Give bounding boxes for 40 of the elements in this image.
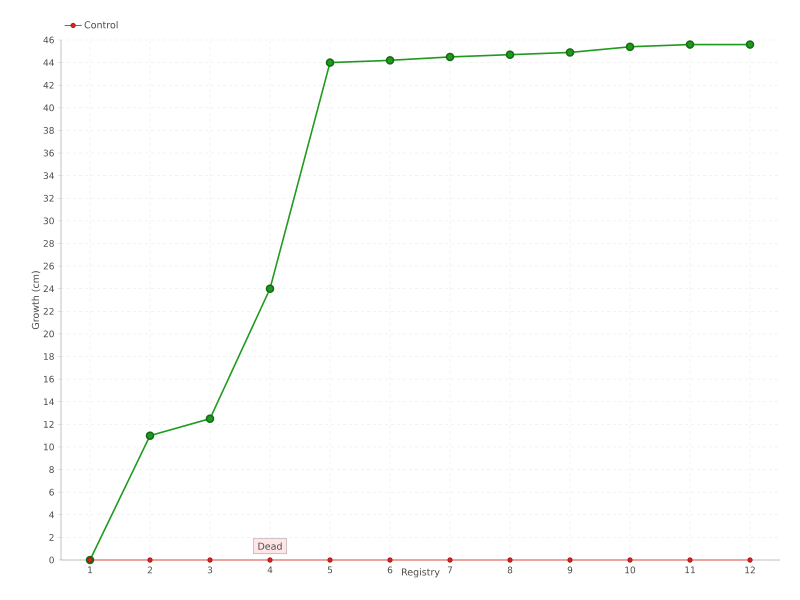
x-tick-label: 8 bbox=[508, 566, 512, 574]
x-tick-label: 4 bbox=[268, 566, 272, 574]
x-tick-label: 9 bbox=[568, 566, 572, 574]
y-tick-label: 6 bbox=[49, 488, 54, 496]
annotation: Dead bbox=[258, 542, 282, 550]
y-tick-label: 28 bbox=[44, 240, 54, 247]
legend-label: Control bbox=[84, 21, 118, 28]
y-tick-label: 32 bbox=[44, 194, 54, 202]
x-axis-title: Registry bbox=[402, 568, 440, 578]
x-tick-label: 7 bbox=[448, 566, 452, 574]
y-tick-label: 40 bbox=[43, 104, 54, 112]
y-tick-label: 18 bbox=[44, 353, 54, 360]
x-tick-label: 2 bbox=[148, 566, 152, 574]
y-tick-label: 14 bbox=[44, 398, 54, 406]
x-tick-label: 5 bbox=[328, 566, 332, 574]
y-tick-label: 44 bbox=[43, 59, 54, 66]
y-tick-label: 38 bbox=[44, 127, 54, 134]
y-tick-label: 0 bbox=[49, 556, 54, 564]
x-tick-label: 1 bbox=[88, 566, 92, 574]
x-tick-label: 6 bbox=[388, 566, 392, 574]
y-tick-label: 24 bbox=[44, 285, 54, 292]
y-tick-label: 36 bbox=[44, 150, 54, 156]
y-tick-label: 2 bbox=[49, 534, 54, 541]
y-tick-label: 20 bbox=[44, 330, 54, 338]
y-tick-label: 4 bbox=[49, 512, 54, 518]
x-tick-label: 3 bbox=[208, 566, 212, 574]
y-tick-label: 42 bbox=[43, 82, 54, 89]
y-tick-label: 10 bbox=[44, 444, 54, 450]
y-tick-label: 8 bbox=[49, 466, 54, 473]
y-tick-label: 22 bbox=[44, 308, 54, 315]
y-tick-label: 34 bbox=[44, 172, 54, 180]
y-axis-title: Growth (cm) bbox=[32, 271, 40, 330]
y-tick-label: 12 bbox=[44, 421, 54, 428]
y-tick-label: 26 bbox=[44, 262, 54, 270]
x-tick-label: 10 bbox=[625, 566, 636, 574]
x-tick-label: 11 bbox=[685, 566, 695, 574]
x-tick-label: 12 bbox=[745, 566, 755, 574]
y-tick-label: 16 bbox=[44, 376, 54, 383]
y-tick-label: 46 bbox=[43, 36, 54, 44]
y-tick-label: 30 bbox=[44, 217, 54, 224]
